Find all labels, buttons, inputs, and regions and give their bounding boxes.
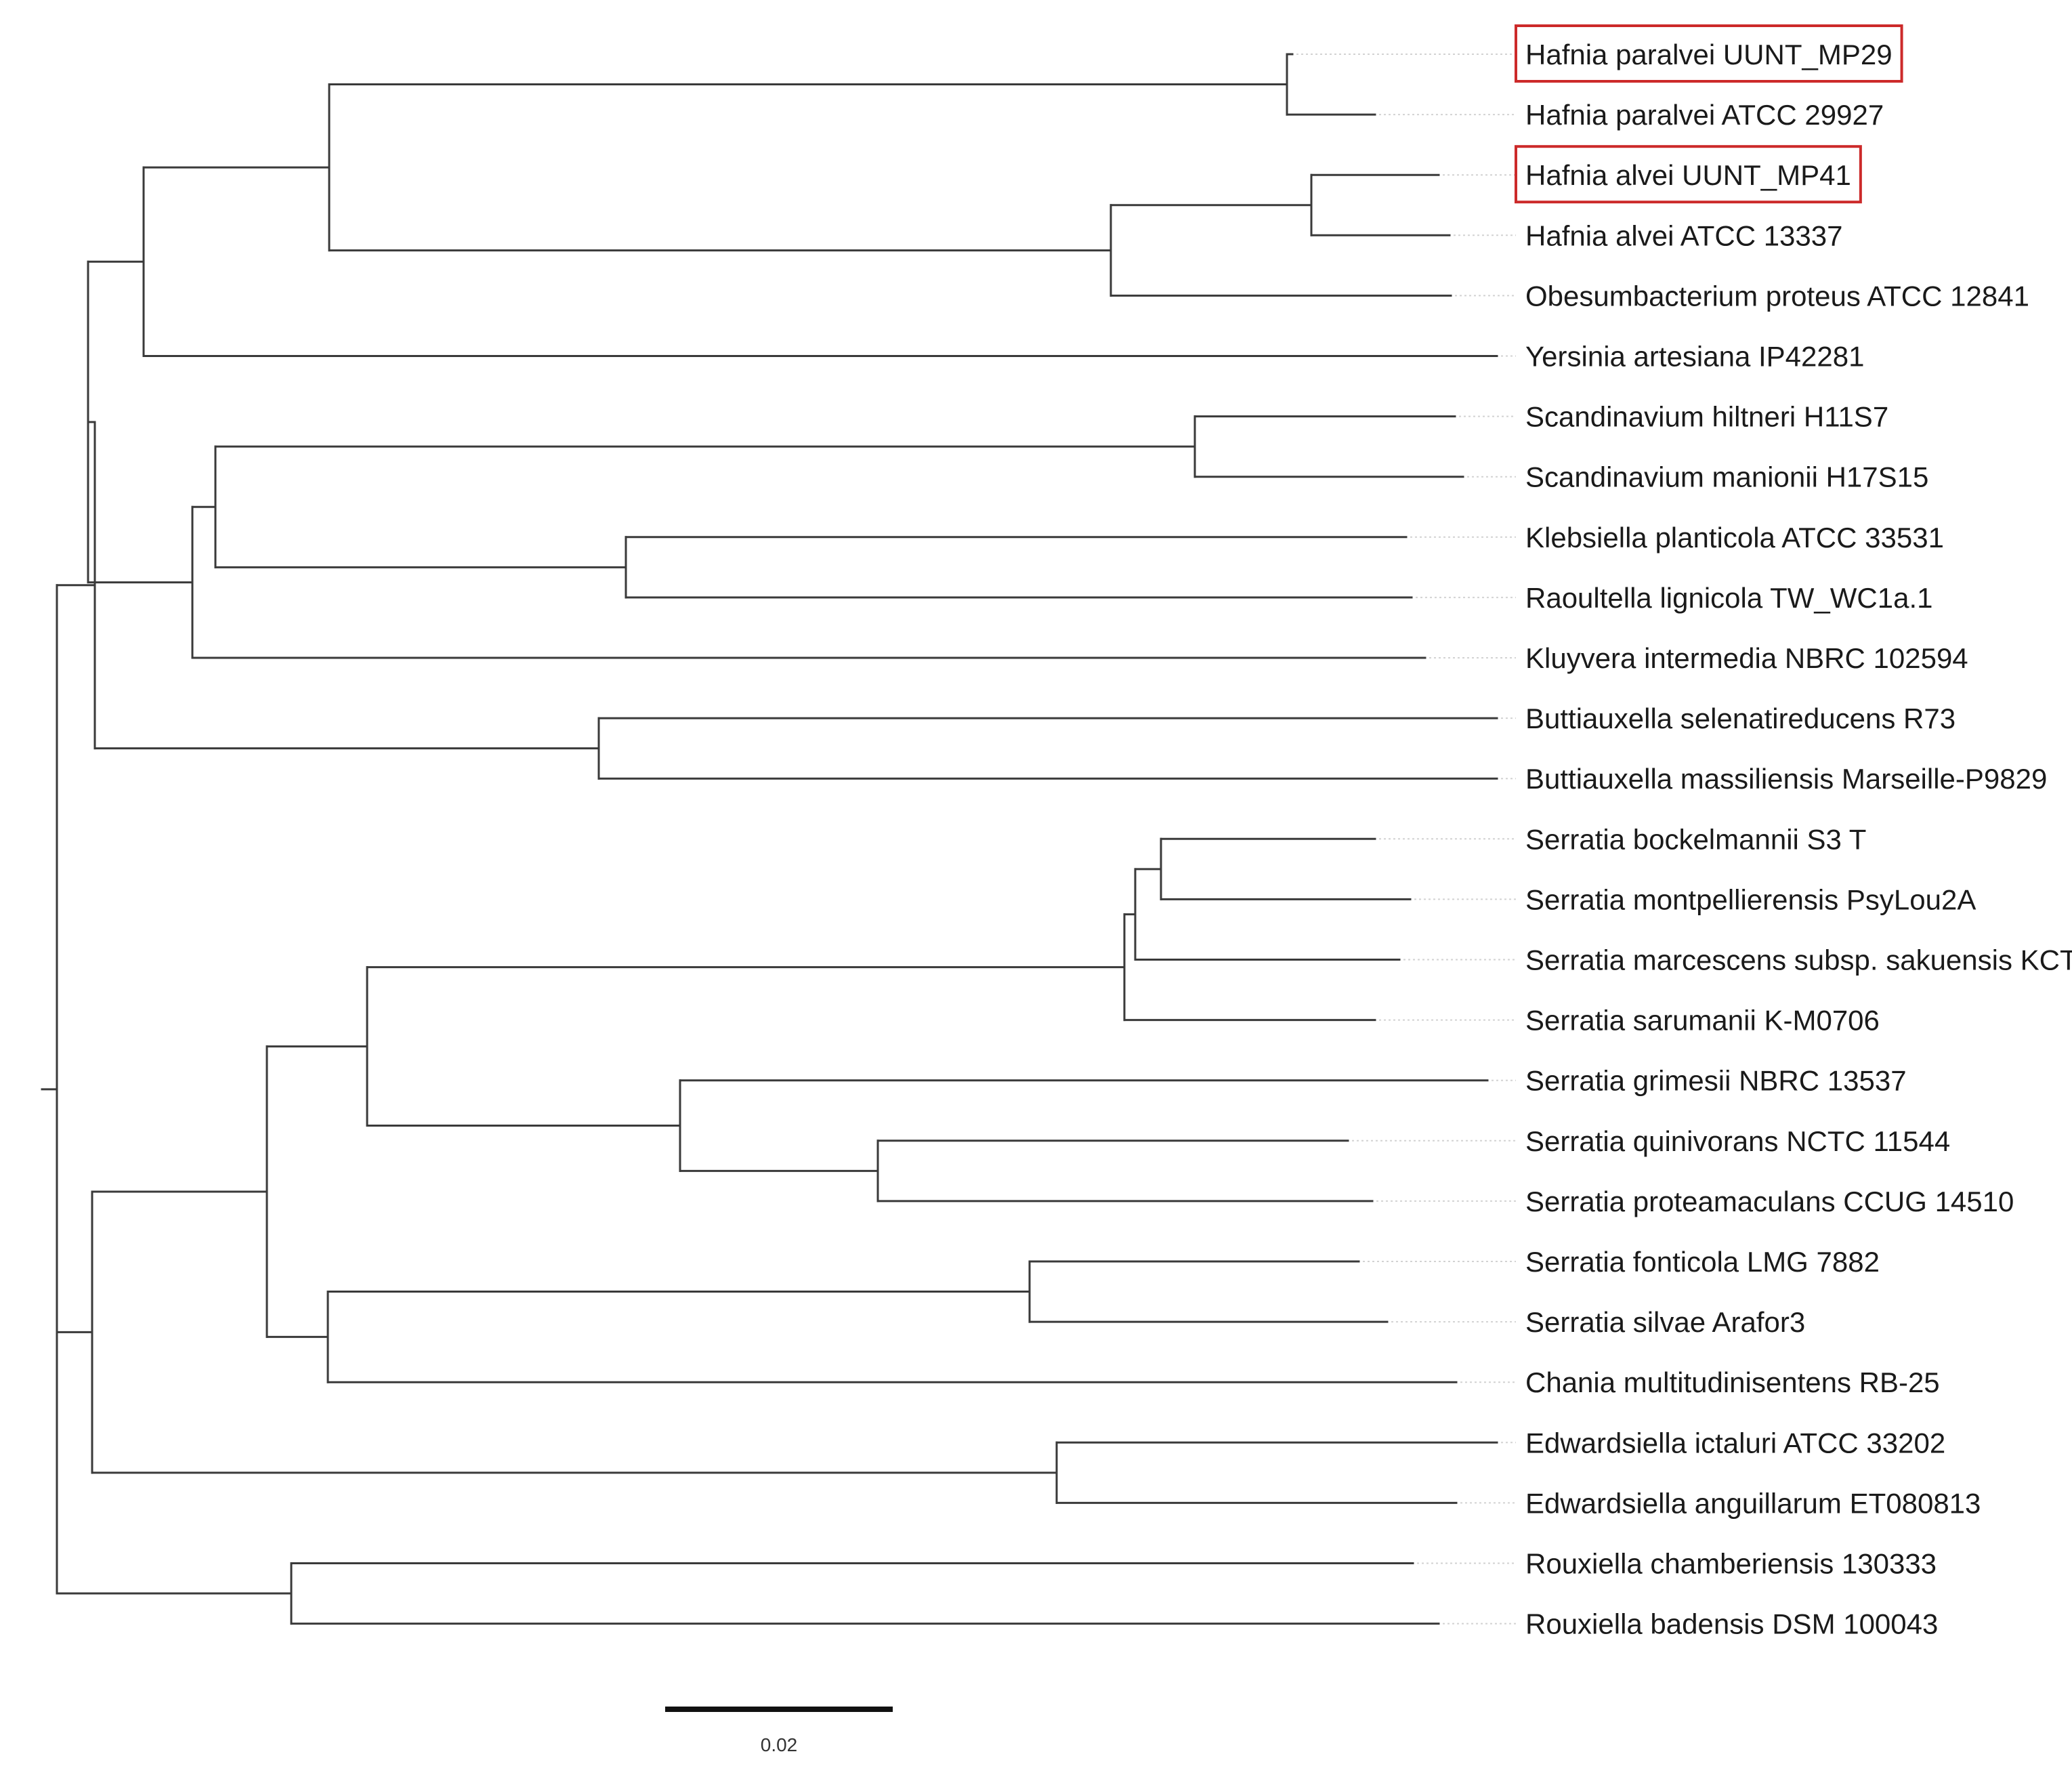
taxon-label: Rouxiella chamberiensis 130333 xyxy=(1525,1548,1937,1580)
taxon-label: Serratia sarumanii K-M0706 xyxy=(1525,1005,1880,1037)
taxon-label: Scandinavium hiltneri H11S7 xyxy=(1525,401,1888,433)
taxon-label: Klebsiella planticola ATCC 33531 xyxy=(1525,522,1944,553)
taxon-label: Edwardsiella anguillarum ET080813 xyxy=(1525,1487,1981,1519)
taxon-label: Serratia proteamaculans CCUG 14510 xyxy=(1525,1186,2014,1217)
taxon-label: Rouxiella badensis DSM 100043 xyxy=(1525,1608,1938,1640)
taxon-label: Buttiauxella selenatireducens R73 xyxy=(1525,703,1955,734)
taxon-label: Edwardsiella ictaluri ATCC 33202 xyxy=(1525,1427,1945,1459)
taxon-label: Serratia fonticola LMG 7882 xyxy=(1525,1246,1880,1278)
highlight-box xyxy=(1515,145,1862,204)
taxon-label: Hafnia paralvei ATCC 29927 xyxy=(1525,99,1884,131)
taxon-label: Raoultella lignicola TW_WC1a.1 xyxy=(1525,582,1933,614)
taxon-label: Scandinavium manionii H17S15 xyxy=(1525,461,1928,493)
taxon-label: Serratia quinivorans NCTC 11544 xyxy=(1525,1125,1950,1157)
taxon-label: Hafnia paralvei UUNT_MP29 xyxy=(1525,39,1893,70)
taxon-label: Serratia silvae Arafor3 xyxy=(1525,1306,1805,1338)
taxon-label: Kluyvera intermedia NBRC 102594 xyxy=(1525,642,1968,674)
taxon-labels: Hafnia paralvei UUNT_MP29 Hafnia paralvei… xyxy=(1525,39,2072,1640)
taxon-label: Buttiauxella massiliensis Marseille-P982… xyxy=(1525,763,2047,795)
taxon-label: Hafnia alvei UUNT_MP41 xyxy=(1525,159,1851,191)
taxon-label: Hafnia alvei ATCC 13337 xyxy=(1525,219,1842,251)
taxon-label: Serratia bockelmannii S3 T xyxy=(1525,823,1866,855)
scale-bar: 0.02 xyxy=(665,1707,893,1755)
taxon-label: Serratia marcescens subsp. sakuensis KCT… xyxy=(1525,944,2072,976)
taxon-label: Serratia grimesii NBRC 13537 xyxy=(1525,1065,1907,1097)
taxon-label: Serratia montpellierensis PsyLou2A xyxy=(1525,883,1976,915)
highlight-boxes xyxy=(1515,24,1903,204)
taxon-label: Chania multitudinisentens RB-25 xyxy=(1525,1366,1940,1398)
scale-bar-label: 0.02 xyxy=(761,1734,798,1755)
taxon-label: Yersinia artesiana IP42281 xyxy=(1525,341,1864,373)
taxon-label: Obesumbacterium proteus ATCC 12841 xyxy=(1525,280,2029,312)
tip-leader-lines xyxy=(1296,54,1516,1625)
highlight-box xyxy=(1515,24,1903,83)
tree-branches xyxy=(41,53,1498,1625)
